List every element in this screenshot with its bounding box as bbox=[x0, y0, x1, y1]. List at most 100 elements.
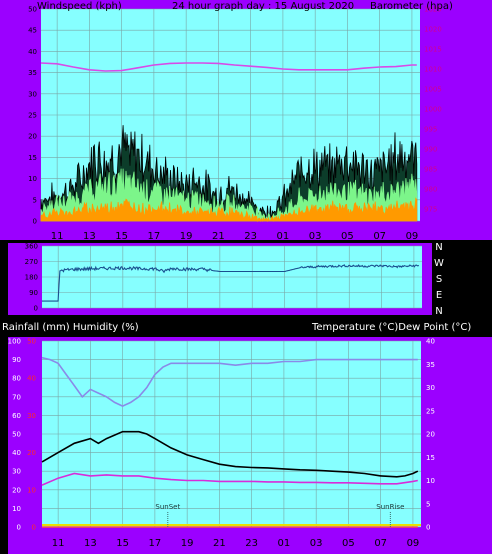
wind-y-tick: 10 bbox=[28, 175, 37, 183]
dir-y-tick: 360 bbox=[25, 243, 38, 251]
wind-y-tick: 20 bbox=[28, 133, 37, 141]
direction-series bbox=[42, 263, 420, 302]
wind-x-tick: 19 bbox=[180, 231, 193, 242]
compass-tick: N bbox=[435, 306, 442, 317]
wind-axis-title: Windspeed (kph) bbox=[37, 1, 122, 12]
temperature-y-tick: 40 bbox=[426, 338, 435, 346]
thermo-x-axis: 11 13 15 17 19 21 23 01 03 05 07 09 bbox=[52, 538, 420, 549]
wind-x-tick: 15 bbox=[115, 231, 128, 242]
baro-y-tick: 985 bbox=[424, 166, 437, 174]
dir-y-tick: 270 bbox=[25, 258, 38, 266]
humidity-y-tick: 60 bbox=[12, 412, 21, 420]
humidity-series bbox=[41, 356, 418, 407]
thermo-x-tick: 03 bbox=[310, 538, 323, 549]
temperature-y-tick: 5 bbox=[426, 500, 430, 508]
dir-y-tick: 0 bbox=[34, 305, 38, 313]
humidity-y-tick: 30 bbox=[12, 468, 21, 476]
baro-y-tick: 1025 bbox=[424, 6, 442, 14]
temperature-y-tick: 30 bbox=[426, 384, 435, 392]
wind-x-tick: 01 bbox=[277, 231, 290, 242]
compass-tick: E bbox=[436, 290, 442, 301]
direction-series-line bbox=[42, 263, 420, 302]
baro-y-tick: 975 bbox=[424, 206, 437, 214]
baro-axis-title: Barometer (hpa) bbox=[370, 1, 453, 12]
rain-y-tick: 10 bbox=[27, 486, 36, 494]
rain-baseline bbox=[42, 524, 421, 526]
rain-humidity-title: Rainfall (mm) Humidity (%) bbox=[2, 322, 139, 333]
wind-x-axis: 11 13 15 17 19 21 23 01 03 05 07 09 bbox=[51, 231, 419, 242]
thermo-grid bbox=[42, 340, 421, 528]
temperature-y-tick: 20 bbox=[426, 431, 435, 439]
wind-y-tick: 5 bbox=[33, 196, 37, 204]
wind-x-tick: 13 bbox=[83, 231, 96, 242]
dew-point-series bbox=[41, 472, 418, 486]
sun-annotations: SunSet SunRise bbox=[155, 503, 404, 527]
direction-y-axis: 0 90 180 270 360 bbox=[25, 243, 38, 313]
baro-y-tick: 1010 bbox=[424, 66, 442, 74]
rain-y-axis: 0 10 20 30 40 50 bbox=[27, 338, 36, 532]
wind-y-tick: 25 bbox=[28, 112, 37, 120]
rain-y-tick: 40 bbox=[27, 375, 36, 383]
thermo-x-tick: 13 bbox=[84, 538, 97, 549]
wind-x-tick: 23 bbox=[244, 231, 257, 242]
rain-y-tick: 30 bbox=[27, 412, 36, 420]
wind-y-tick: 50 bbox=[28, 6, 37, 14]
wind-x-tick: 07 bbox=[373, 231, 386, 242]
thermo-x-tick: 01 bbox=[278, 538, 291, 549]
thermo-x-tick: 05 bbox=[342, 538, 355, 549]
thermo-panel-left-strip bbox=[0, 337, 8, 554]
temperature-y-tick: 35 bbox=[426, 361, 435, 369]
wind-y-tick: 45 bbox=[28, 27, 37, 35]
thermo-x-tick: 15 bbox=[116, 538, 129, 549]
thermo-x-tick: 19 bbox=[181, 538, 194, 549]
wind-y-tick: 40 bbox=[28, 48, 37, 56]
humidity-y-axis: 0 10 20 30 40 50 60 70 80 90 100 bbox=[8, 338, 21, 532]
baro-y-tick: 1005 bbox=[424, 86, 442, 94]
thermo-x-tick: 23 bbox=[245, 538, 258, 549]
humidity-y-tick: 100 bbox=[8, 338, 21, 346]
dir-y-tick: 90 bbox=[29, 289, 38, 297]
temp-dew-title: Temperature (°C)Dew Point (°C) bbox=[311, 322, 471, 333]
wind-x-tick: 03 bbox=[309, 231, 322, 242]
rain-y-tick: 20 bbox=[27, 449, 36, 457]
wind-y-axis: 0 5 10 15 20 25 30 35 40 45 50 bbox=[28, 6, 37, 226]
wind-y-tick: 30 bbox=[28, 90, 37, 98]
humidity-y-tick: 10 bbox=[12, 505, 21, 513]
compass-tick: W bbox=[434, 258, 444, 269]
baro-y-tick: 1020 bbox=[424, 26, 442, 34]
thermo-x-tick: 21 bbox=[213, 538, 226, 549]
humidity-y-tick: 40 bbox=[12, 449, 21, 457]
temperature-y-tick: 0 bbox=[426, 524, 430, 532]
temperature-y-tick: 25 bbox=[426, 407, 435, 415]
thermo-x-tick: 09 bbox=[407, 538, 420, 549]
wind-x-tick: 05 bbox=[341, 231, 354, 242]
wind-x-tick: 17 bbox=[148, 231, 161, 242]
thermo-panel-right-strip bbox=[432, 337, 492, 554]
sun-marker-label: SunSet bbox=[155, 503, 180, 511]
temperature-y-tick: 10 bbox=[426, 477, 435, 485]
wind-min-series bbox=[40, 197, 418, 223]
wind-y-tick: 15 bbox=[28, 154, 37, 162]
compass-tick: S bbox=[436, 274, 442, 285]
thermo-series bbox=[41, 356, 421, 528]
temperature-series bbox=[41, 430, 419, 478]
wind-y-tick: 0 bbox=[33, 218, 37, 226]
baro-y-tick: 990 bbox=[424, 146, 437, 154]
compass-tick: N bbox=[435, 242, 442, 253]
baro-y-tick: 1000 bbox=[424, 106, 442, 114]
humidity-y-tick: 90 bbox=[12, 356, 21, 364]
thermo-x-tick: 17 bbox=[149, 538, 162, 549]
baro-y-tick: 1015 bbox=[424, 46, 442, 54]
humidity-y-tick: 70 bbox=[12, 393, 21, 401]
baro-y-tick: 995 bbox=[424, 126, 437, 134]
wind-x-tick: 09 bbox=[406, 231, 419, 242]
humidity-y-tick: 0 bbox=[17, 524, 21, 532]
baro-y-axis: 975 980 985 990 995 1000 1005 1010 1015 1020 1025 bbox=[424, 6, 442, 214]
temperature-y-axis: 0 5 10 15 20 25 30 35 40 bbox=[426, 338, 435, 532]
sun-marker-label: SunRise bbox=[376, 503, 404, 511]
humidity-y-tick: 80 bbox=[12, 375, 21, 383]
wind-x-tick: 21 bbox=[212, 231, 225, 242]
baro-y-tick: 980 bbox=[424, 186, 437, 194]
